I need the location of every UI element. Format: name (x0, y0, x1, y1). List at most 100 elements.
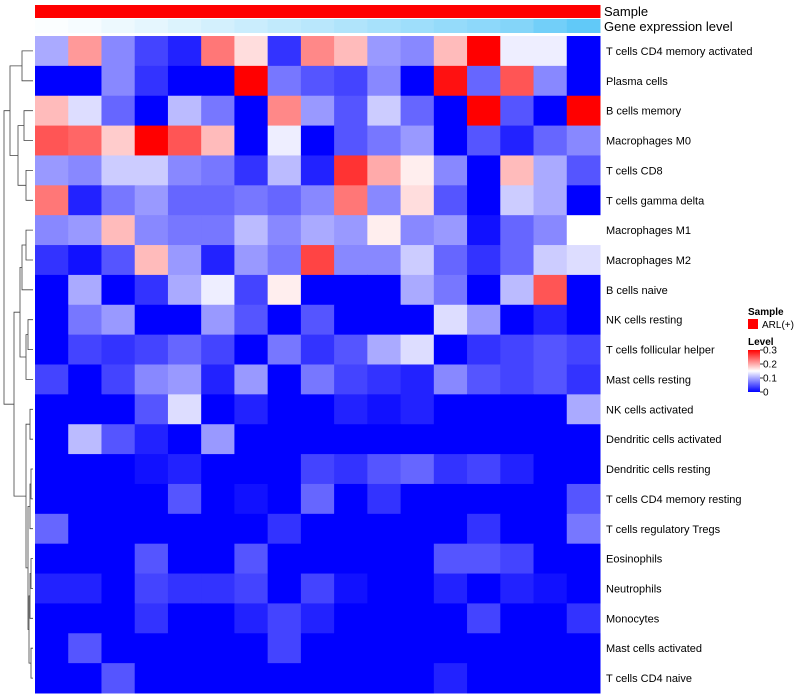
heatmap-cell (35, 95, 69, 127)
heatmap-cell (500, 36, 535, 67)
heatmap-cell (433, 274, 468, 306)
heatmap-cell (234, 483, 269, 515)
heatmap-cell (566, 663, 601, 694)
heatmap-cell (500, 424, 535, 455)
heatmap-cell (467, 304, 501, 336)
gene-expression-annotation-cell (134, 19, 169, 33)
row-label: T cells CD4 memory activated (606, 46, 753, 58)
heatmap-cell (167, 483, 202, 515)
heatmap-cell (500, 483, 535, 515)
heatmap-cell (500, 454, 535, 485)
heatmap-cell (201, 424, 235, 455)
heatmap-cell (467, 663, 501, 694)
heatmap-cell (267, 36, 302, 67)
heatmap-cell (566, 454, 601, 485)
heatmap-cell (367, 364, 402, 395)
heatmap-cell (68, 454, 102, 485)
gene-expression-annotation-cell (566, 19, 601, 33)
legend: Sample ARL(+) Level 0.3 0.2 0.1 0 (748, 307, 794, 399)
heatmap-cell (167, 633, 202, 664)
heatmap-cell (101, 394, 136, 425)
heatmap-cell (68, 274, 102, 306)
heatmap-cell (234, 543, 269, 575)
heatmap-cell (467, 185, 501, 216)
heatmap-cell (334, 125, 368, 156)
heatmap-cell (533, 155, 568, 186)
heatmap-cell (400, 364, 435, 395)
heatmap-cell (267, 573, 302, 604)
heatmap-cell (367, 95, 402, 127)
heatmap-cell (467, 245, 501, 276)
sample-annotation-cell (400, 5, 435, 18)
heatmap-cell (467, 215, 501, 246)
heatmap-cell (367, 483, 402, 515)
heatmap-cell (234, 603, 269, 634)
heatmap-cell (500, 364, 535, 395)
heatmap-cell (68, 155, 102, 186)
heatmap-cell (234, 334, 269, 365)
heatmap-cell (201, 36, 235, 67)
heatmap-cell (566, 424, 601, 455)
heatmap-cell (500, 513, 535, 545)
row-label: Monocytes (606, 613, 660, 625)
heatmap-cell (433, 454, 468, 485)
heatmap-cell (467, 543, 501, 575)
heatmap-cell (367, 245, 402, 276)
heatmap-cell (134, 424, 169, 455)
row-label: Macrophages M2 (606, 255, 691, 267)
heatmap-cell (101, 543, 136, 575)
heatmap-cell (533, 245, 568, 276)
heatmap-cell (101, 274, 136, 306)
dendrogram-branch (25, 229, 33, 261)
row-label: B cells memory (606, 106, 682, 118)
heatmap-cell (467, 125, 501, 156)
heatmap-cell (300, 36, 335, 67)
heatmap-cell (101, 95, 136, 127)
heatmap-cell (68, 245, 102, 276)
heatmap-cell (167, 304, 202, 336)
heatmap-cell (500, 245, 535, 276)
heatmap-cell (300, 543, 335, 575)
sample-annotation-cell (234, 5, 269, 18)
heatmap-cell (566, 185, 601, 216)
heatmap-cell (234, 95, 269, 127)
heatmap-cell (134, 304, 169, 336)
heatmap-cell (533, 603, 568, 634)
heatmap-cell (500, 394, 535, 425)
heatmap-cell (101, 633, 136, 664)
heatmap-cell (134, 274, 169, 306)
heatmap-cell (500, 304, 535, 336)
heatmap-cell (101, 185, 136, 216)
heatmap-cell (433, 65, 468, 97)
heatmap-cell (35, 603, 69, 634)
dendrogram-branch (25, 170, 33, 201)
heatmap-cell (566, 334, 601, 365)
heatmap-cell (101, 513, 136, 545)
level-legend-ticks: 0.3 0.2 0.1 0 (760, 346, 777, 399)
heatmap-cell (334, 334, 368, 365)
heatmap-cell (101, 65, 136, 97)
heatmap-cell (400, 125, 435, 156)
heatmap-cell (267, 454, 302, 485)
heatmap-cell (68, 394, 102, 425)
heatmap-cell (201, 573, 235, 604)
heatmap-cell (234, 215, 269, 246)
heatmap-cell (467, 454, 501, 485)
heatmap-cell (267, 65, 302, 97)
heatmap-cell (101, 245, 136, 276)
dendrogram-branch (29, 573, 33, 619)
row-label: T cells CD8 (606, 165, 663, 177)
heatmap-cell (367, 543, 402, 575)
heatmap-cell (400, 603, 435, 634)
heatmap-cell (35, 65, 69, 97)
heatmap-cell (267, 513, 302, 545)
heatmap-cell (267, 394, 302, 425)
sample-annotation-cell (433, 5, 468, 18)
heatmap-cell (400, 394, 435, 425)
sample-annotation-cell (367, 5, 402, 18)
heatmap-cell (267, 424, 302, 455)
annotation-label: Gene expression level (604, 19, 733, 34)
heatmap-cell (500, 125, 535, 156)
heatmap-cell (134, 155, 169, 186)
heatmap-cell (566, 215, 601, 246)
